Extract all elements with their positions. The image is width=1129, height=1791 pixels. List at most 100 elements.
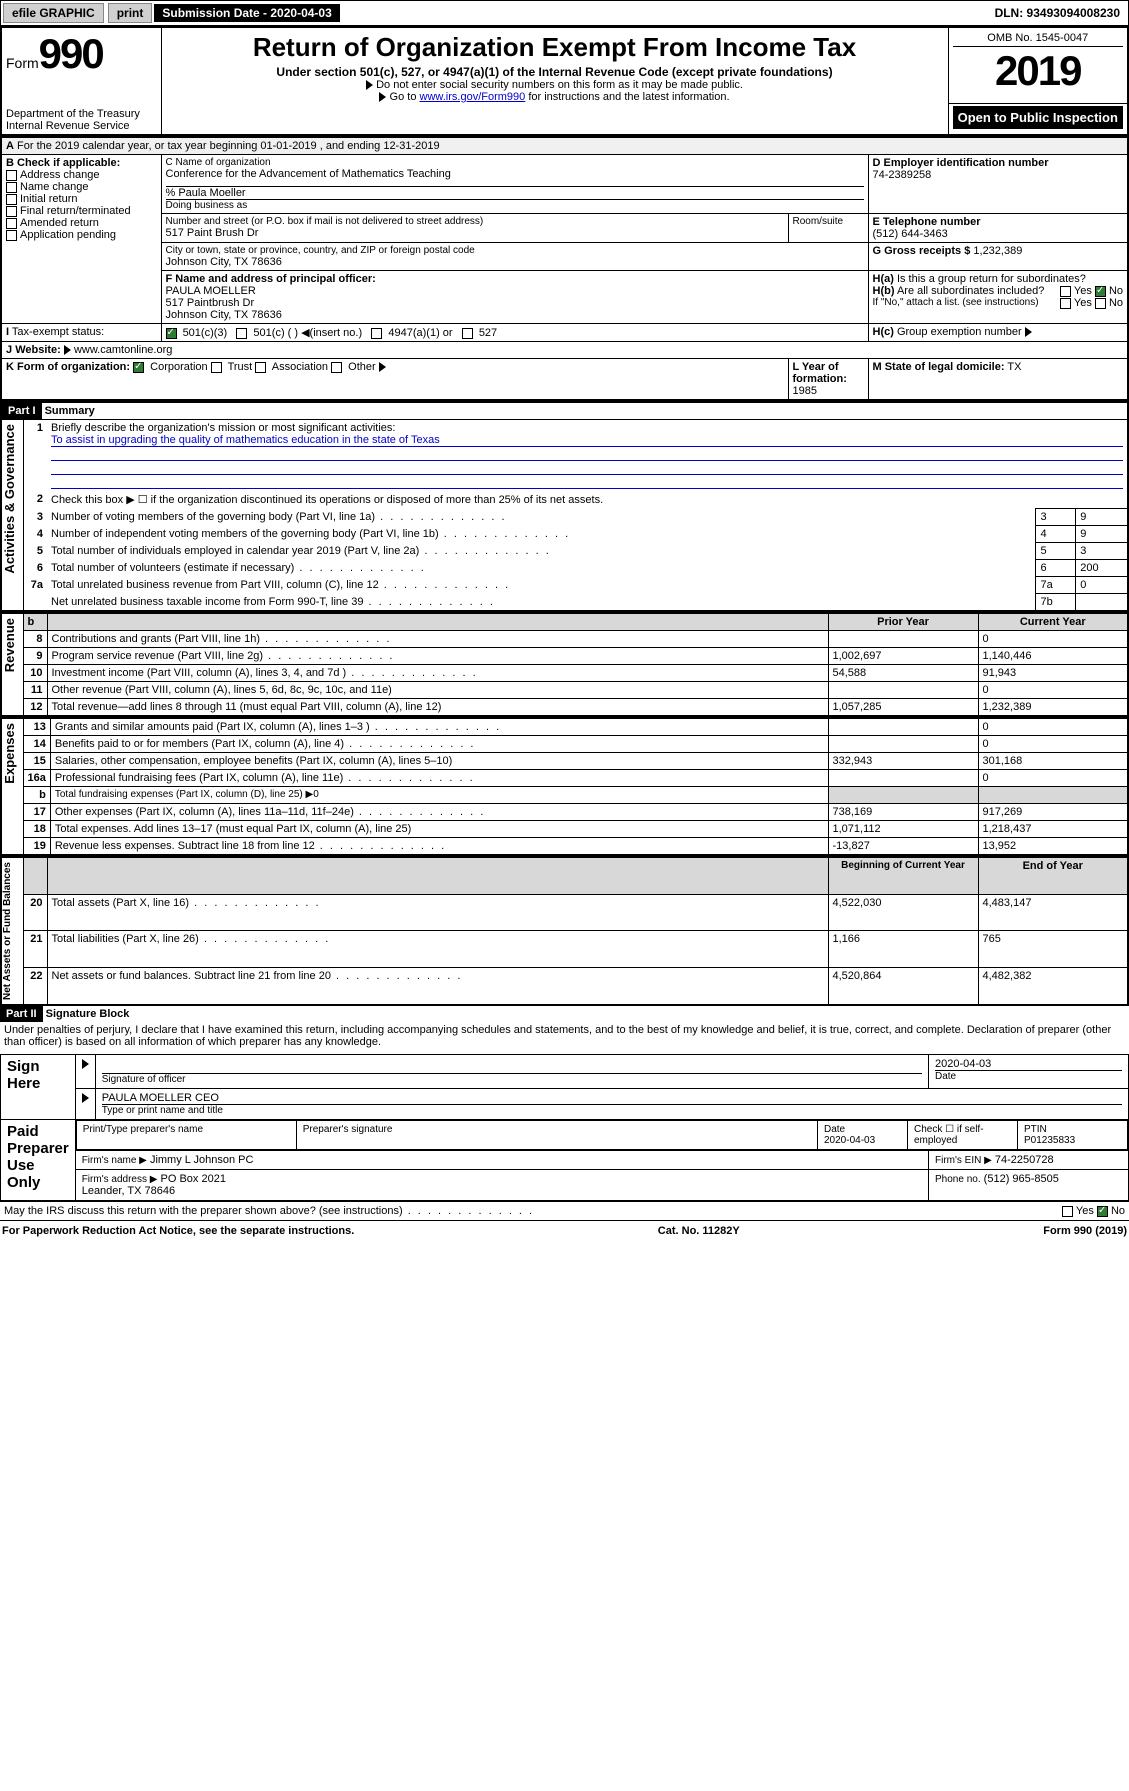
expenses-table: Expenses 13Grants and similar amounts pa… xyxy=(0,717,1129,856)
part2-header: Part II xyxy=(0,1006,43,1022)
q1-label: Briefly describe the organization's miss… xyxy=(51,422,1123,434)
table-row: 12Total revenue—add lines 8 through 11 (… xyxy=(1,699,1128,717)
chk-amended-return[interactable]: Amended return xyxy=(6,217,157,229)
sign-here-label: Sign Here xyxy=(1,1055,76,1120)
box-e-label: E Telephone number xyxy=(873,216,1124,228)
sig-date: 2020-04-03 xyxy=(935,1058,1122,1070)
ptin-value: P01235833 xyxy=(1024,1135,1075,1146)
current-year-header: Current Year xyxy=(1020,616,1086,628)
room-suite-label: Room/suite xyxy=(788,214,868,243)
open-public-label: Open to Public Inspection xyxy=(953,106,1124,129)
chk-final-return[interactable]: Final return/terminated xyxy=(6,205,157,217)
prep-sig-label: Preparer's signature xyxy=(296,1121,817,1150)
print-button[interactable]: print xyxy=(108,3,153,23)
part1-table: Part I Summary Activities & Governance 1… xyxy=(0,401,1129,612)
expenses-side-label: Expenses xyxy=(2,719,17,788)
table-row: 11Other revenue (Part VIII, column (A), … xyxy=(1,682,1128,699)
firm-phone: (512) 965-8505 xyxy=(984,1173,1059,1185)
mission-text: To assist in upgrading the quality of ma… xyxy=(51,434,1123,447)
chk-discuss-no[interactable] xyxy=(1097,1206,1108,1217)
begin-year-header: Beginning of Current Year xyxy=(841,860,965,871)
sig-officer-label: Signature of officer xyxy=(102,1074,922,1085)
table-row: 16aProfessional fundraising fees (Part I… xyxy=(1,770,1128,787)
table-row: 9Program service revenue (Part VIII, lin… xyxy=(1,648,1128,665)
chk-initial-return[interactable]: Initial return xyxy=(6,193,157,205)
care-of: % Paula Moeller xyxy=(166,186,864,199)
box-l-label: L Year of formation: xyxy=(793,361,847,385)
box-k-label: K Form of organization: xyxy=(6,361,130,373)
header-table: Form990 Department of the Treasury Inter… xyxy=(0,26,1129,136)
chk-4947[interactable] xyxy=(371,328,382,339)
table-row: 8Contributions and grants (Part VIII, li… xyxy=(1,631,1128,648)
footer-right: Form 990 (2019) xyxy=(1043,1225,1127,1237)
officer-addr2: Johnson City, TX 78636 xyxy=(166,309,864,321)
table-row: 7aTotal unrelated business revenue from … xyxy=(1,577,1128,594)
footer-left: For Paperwork Reduction Act Notice, see … xyxy=(2,1225,354,1237)
box-f-label: F Name and address of principal officer: xyxy=(166,273,864,285)
self-employed-check[interactable]: Check ☐ if self-employed xyxy=(908,1121,1018,1150)
h-c-label: H(c) Group exemption number xyxy=(868,324,1128,342)
row-label: Number of voting members of the governin… xyxy=(47,509,1036,526)
dba-label: Doing business as xyxy=(166,199,864,211)
omb-number: OMB No. 1545-0047 xyxy=(953,30,1124,47)
firm-name: Jimmy L Johnson PC xyxy=(150,1154,254,1166)
street-label: Number and street (or P.O. box if mail i… xyxy=(166,216,784,227)
print-name-label: Type or print name and title xyxy=(102,1104,1122,1116)
form-title: Return of Organization Exempt From Incom… xyxy=(166,32,944,63)
ein-value: 74-2389258 xyxy=(873,169,1124,181)
revenue-table: Revenue b Prior Year Current Year 8Contr… xyxy=(0,612,1129,717)
table-row: 22Net assets or fund balances. Subtract … xyxy=(1,967,1128,1005)
netassets-side-label: Net Assets or Fund Balances xyxy=(2,858,13,1004)
revenue-side-label: Revenue xyxy=(2,614,17,676)
box-c-label: C Name of organization xyxy=(166,157,864,168)
chk-501c[interactable] xyxy=(236,328,247,339)
table-row: 20Total assets (Part X, line 16)4,522,03… xyxy=(1,895,1128,931)
city-value: Johnson City, TX 78636 xyxy=(166,256,864,268)
city-label: City or town, state or province, country… xyxy=(166,245,864,256)
table-row: 5Total number of individuals employed in… xyxy=(1,543,1128,560)
firm-ein: 74-2250728 xyxy=(995,1154,1054,1166)
signature-table: Sign Here Signature of officer 2020-04-0… xyxy=(0,1054,1129,1201)
table-row: 6Total number of volunteers (estimate if… xyxy=(1,560,1128,577)
dept-label: Department of the Treasury Internal Reve… xyxy=(6,108,157,132)
perjury-text: Under penalties of perjury, I declare th… xyxy=(0,1022,1129,1050)
table-row: 14Benefits paid to or for members (Part … xyxy=(1,736,1128,753)
end-year-header: End of Year xyxy=(1023,860,1083,872)
chk-corporation[interactable] xyxy=(133,362,144,373)
irs-link[interactable]: www.irs.gov/Form990 xyxy=(420,91,526,103)
q2-text: Check this box ▶ ☐ if the organization d… xyxy=(47,491,1128,509)
chk-association[interactable] xyxy=(255,362,266,373)
chk-other[interactable] xyxy=(331,362,342,373)
box-g-label: G Gross receipts $ xyxy=(873,245,971,257)
gross-receipts: 1,232,389 xyxy=(973,245,1022,257)
efile-button[interactable]: efile GRAPHIC xyxy=(3,3,104,23)
chk-discuss-yes[interactable] xyxy=(1062,1206,1073,1217)
phone-value: (512) 644-3463 xyxy=(873,228,1124,240)
website-value: www.camtonline.org xyxy=(74,344,172,356)
table-row: 3Number of voting members of the governi… xyxy=(1,509,1128,526)
chk-application-pending[interactable]: Application pending xyxy=(6,229,157,241)
chk-501c3[interactable] xyxy=(166,328,177,339)
chk-527[interactable] xyxy=(462,328,473,339)
form-label: Form990 xyxy=(6,30,157,78)
year-formation: 1985 xyxy=(793,385,817,397)
table-row: 21Total liabilities (Part X, line 26)1,1… xyxy=(1,931,1128,967)
chk-name-change[interactable]: Name change xyxy=(6,181,157,193)
tax-year: 2019 xyxy=(953,47,1124,95)
section-a-table: A For the 2019 calendar year, or tax yea… xyxy=(0,136,1129,401)
chk-address-change[interactable]: Address change xyxy=(6,169,157,181)
discuss-label: May the IRS discuss this return with the… xyxy=(4,1205,534,1217)
paid-preparer-label: Paid Preparer Use Only xyxy=(1,1120,76,1201)
submission-date: Submission Date - 2020-04-03 xyxy=(154,4,339,22)
prep-date: 2020-04-03 xyxy=(824,1135,875,1146)
box-j-label: Website: xyxy=(15,344,61,356)
street-value: 517 Paint Brush Dr xyxy=(166,227,784,239)
chk-trust[interactable] xyxy=(211,362,222,373)
tax-year-line: For the 2019 calendar year, or tax year … xyxy=(17,140,440,152)
officer-print-name: PAULA MOELLER CEO xyxy=(102,1092,1122,1104)
table-row: 4Number of independent voting members of… xyxy=(1,526,1128,543)
table-row: 10Investment income (Part VIII, column (… xyxy=(1,665,1128,682)
part1-title: Summary xyxy=(45,405,95,417)
ssn-note: Do not enter social security numbers on … xyxy=(166,79,944,91)
dln-label: DLN: 93493094008230 xyxy=(987,4,1128,22)
